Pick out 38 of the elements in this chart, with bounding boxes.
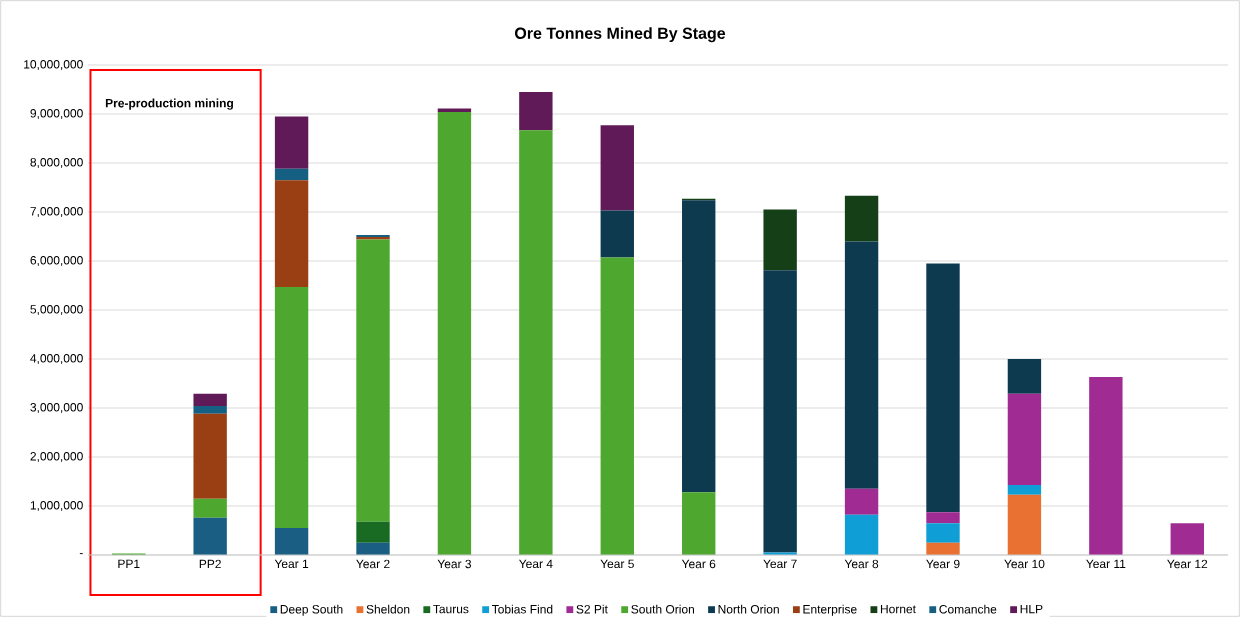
x-tick-label: Year 6 bbox=[681, 559, 716, 569]
x-tick-label: PP1 bbox=[118, 559, 140, 568]
y-tick-label: 2,000,000 bbox=[30, 452, 83, 462]
legend-label: South Orion bbox=[631, 604, 694, 614]
x-tick-label: Year 2 bbox=[356, 559, 390, 569]
y-tick-label: 4,000,000 bbox=[30, 354, 83, 364]
y-tick-label: 7,000,000 bbox=[30, 207, 83, 217]
legend-label: Hornet bbox=[880, 604, 916, 614]
y-tick-label: 10,000,000 bbox=[24, 60, 83, 70]
annotation: Pre-production mining bbox=[105, 98, 233, 110]
legend-label: S2 Pit bbox=[576, 604, 608, 614]
x-tick-label: Year 1 bbox=[274, 559, 309, 569]
legend-label: Comanche bbox=[939, 604, 997, 614]
x-tick-label: Year 5 bbox=[600, 559, 634, 569]
legend-label: North Orion bbox=[718, 604, 779, 614]
x-tick-label: Year 9 bbox=[926, 559, 960, 569]
legend-label: Enterprise bbox=[803, 604, 857, 616]
chart-title: Ore Tonnes Mined By Stage bbox=[515, 27, 726, 43]
legend-label: HLP bbox=[1020, 604, 1043, 614]
x-tick-label: Year 8 bbox=[844, 559, 879, 569]
y-tick-label: 3,000,000 bbox=[30, 403, 83, 413]
x-tick-label: Year 3 bbox=[437, 559, 472, 569]
x-tick-label: Year 11 bbox=[1086, 559, 1126, 569]
x-tick-label: PP2 bbox=[199, 559, 221, 569]
legend-label: Taurus bbox=[433, 604, 469, 614]
y-tick-label: 9,000,000 bbox=[30, 109, 83, 119]
x-tick-label: Year 12 bbox=[1167, 559, 1208, 569]
y-tick-label: - bbox=[79, 553, 83, 555]
y-tick-label: 6,000,000 bbox=[30, 256, 83, 266]
x-tick-label: Year 7 bbox=[763, 559, 797, 569]
x-tick-label: Year 10 bbox=[1004, 559, 1045, 569]
legend-label: Sheldon bbox=[366, 604, 410, 614]
y-tick-label: 8,000,000 bbox=[30, 158, 83, 168]
x-tick-label: Year 4 bbox=[519, 559, 553, 569]
y-tick-label: 1,000,000 bbox=[30, 501, 83, 511]
legend-label: Tobias Find bbox=[491, 604, 553, 614]
y-tick-label: 5,000,000 bbox=[30, 305, 83, 315]
legend-label: Deep South bbox=[280, 604, 343, 616]
